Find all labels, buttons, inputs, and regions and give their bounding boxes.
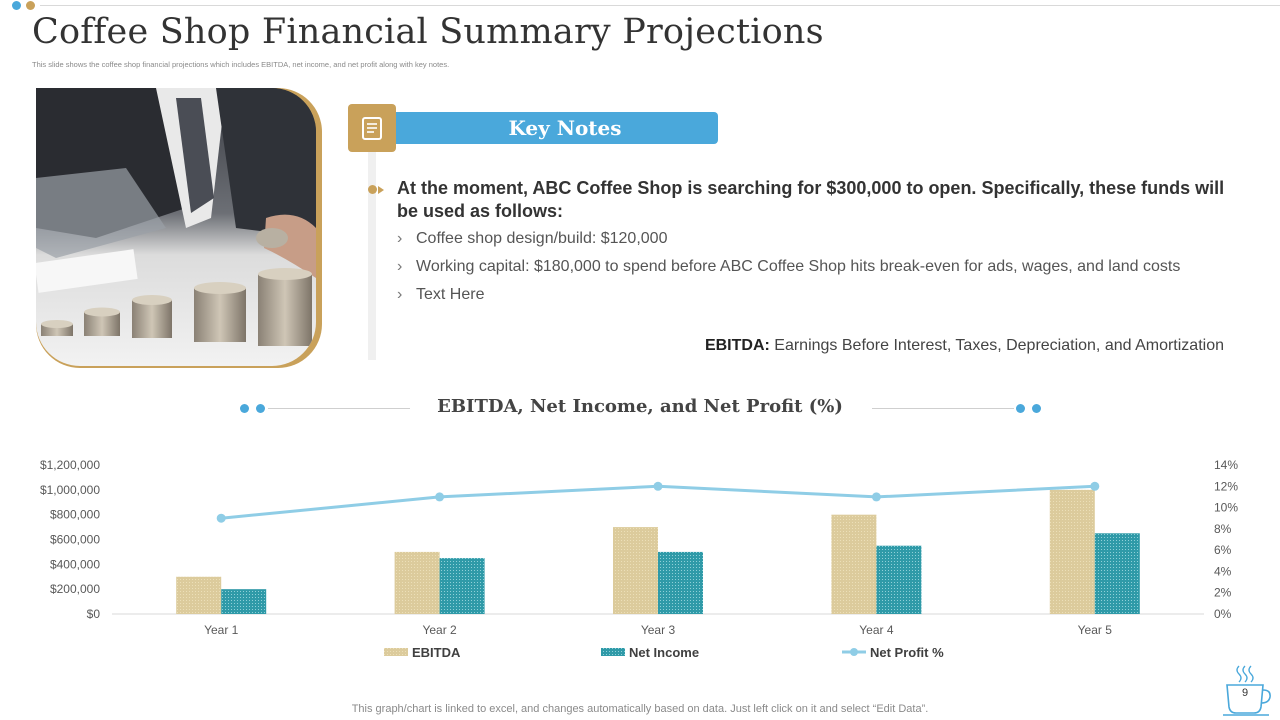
left-axis-tick-label: $800,000 — [50, 508, 100, 522]
definition-text: Earnings Before Interest, Taxes, Depreci… — [769, 337, 1224, 354]
x-axis-tick-label: Year 5 — [1078, 623, 1113, 637]
right-axis-tick-label: 10% — [1214, 501, 1238, 515]
title-decor-line — [268, 408, 410, 409]
coins-photo — [36, 88, 316, 366]
definition-term: EBITDA: — [704, 337, 770, 354]
legend-label: Net Profit % — [870, 645, 944, 660]
key-note-item: › Text Here — [397, 286, 485, 303]
title-decor-dot — [1016, 404, 1025, 413]
photo-frame — [36, 88, 322, 368]
coffee-cup-icon — [1223, 665, 1271, 716]
x-axis-tick-label: Year 1 — [204, 623, 239, 637]
right-axis-tick-label: 6% — [1214, 543, 1232, 557]
page-title: Coffee Shop Financial Summary Projection… — [32, 12, 824, 52]
right-axis-tick-label: 0% — [1214, 607, 1232, 621]
key-note-item: › Working capital: $180,000 to spend befo… — [397, 258, 1181, 275]
left-axis-tick-label: $400,000 — [50, 557, 100, 571]
title-decor-line — [872, 408, 1014, 409]
net-income-bar — [876, 545, 922, 614]
chevron-right-icon: › — [397, 230, 403, 247]
right-axis-tick-label: 2% — [1214, 586, 1232, 600]
x-axis-tick-label: Year 4 — [859, 623, 894, 637]
x-axis-tick-label: Year 3 — [641, 623, 676, 637]
notes-divider — [368, 152, 376, 360]
decor-dot-gold — [26, 1, 35, 10]
page-number: 9 — [1241, 687, 1249, 699]
chevron-right-icon: › — [397, 286, 403, 303]
chart-title: EBITDA, Net Income, and Net Profit (%) — [437, 396, 843, 417]
left-axis-tick-label: $0 — [87, 607, 101, 621]
combo-chart[interactable]: $0 $200,000 $400,000 $600,000 $800,000 $1,000… — [0, 450, 1280, 670]
right-axis-tick-label: 4% — [1214, 564, 1232, 578]
net-profit-point — [871, 492, 881, 502]
net-profit-point — [435, 492, 445, 502]
footer-note: This graph/chart is linked to excel, and… — [351, 703, 929, 715]
ebitda-bar — [394, 551, 440, 614]
net-income-bar — [221, 589, 267, 614]
left-axis-tick-label: $1,200,000 — [40, 458, 100, 472]
legend-label: EBITDA — [412, 645, 461, 660]
net-profit-point — [216, 513, 226, 523]
left-axis-tick-label: $600,000 — [50, 533, 100, 547]
net-profit-line — [221, 484, 1095, 520]
key-notes-banner: Key Notes — [390, 112, 718, 144]
right-axis-tick-label: 8% — [1214, 522, 1232, 536]
right-axis-tick-label: 12% — [1214, 479, 1238, 493]
page-subtitle: This slide shows the coffee shop financi… — [32, 60, 450, 69]
left-axis-tick-label: $1,000,000 — [40, 483, 100, 497]
left-axis-tick-label: $200,000 — [50, 582, 100, 596]
legend-swatch — [601, 648, 625, 656]
bullet-dot — [368, 185, 377, 194]
net-income-bar — [658, 551, 703, 614]
title-decor-dot — [256, 404, 265, 413]
key-note-item: › Coffee shop design/build: $120,000 — [397, 230, 668, 247]
net-income-bar — [439, 558, 485, 614]
title-decor-dot — [240, 404, 249, 413]
ebitda-bar — [613, 527, 658, 614]
ebitda-bar — [1049, 489, 1095, 614]
right-axis-tick-label: 14% — [1214, 458, 1238, 472]
top-rule — [40, 5, 1280, 6]
x-axis-tick-label: Year 2 — [422, 623, 457, 637]
net-profit-point — [653, 481, 663, 491]
bullet-arrow — [378, 186, 384, 194]
title-decor-dot — [1032, 404, 1041, 413]
ebitda-bar — [831, 514, 877, 614]
decor-dot-blue — [12, 1, 21, 10]
key-notes-heading: Key Notes — [508, 116, 622, 140]
notepad-icon — [348, 104, 396, 152]
net-income-bar — [1094, 533, 1140, 614]
legend-swatch — [384, 648, 408, 656]
ebitda-bar — [176, 576, 222, 614]
ebitda-definition: EBITDA: Earnings Before Interest, Taxes,… — [705, 337, 1224, 355]
legend-swatch-marker — [850, 648, 858, 656]
legend-label: Net Income — [629, 645, 699, 660]
net-profit-point — [1090, 481, 1100, 491]
key-note-main-point: At the moment, ABC Coffee Shop is search… — [397, 178, 1225, 221]
chevron-right-icon: › — [397, 258, 403, 275]
